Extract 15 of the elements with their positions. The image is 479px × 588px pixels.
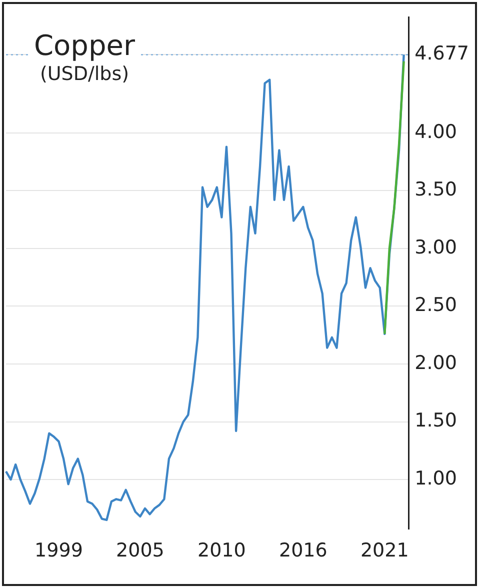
y-tick-label: 2.50	[414, 294, 457, 316]
y-tick-label: 4.677	[414, 42, 470, 65]
text: Copper	[34, 29, 135, 62]
x-tick-label: 2016	[278, 540, 328, 562]
x-tick-label: 2021	[360, 540, 409, 562]
y-tick-label: 2.00	[414, 352, 457, 374]
y-tick-label: 3.00	[414, 236, 457, 258]
y-tick-label: 1.00	[414, 467, 457, 490]
y-tick-label: 3.50	[414, 178, 457, 201]
y-tick-label: 1.50	[414, 410, 457, 432]
x-tick-label: 1999	[34, 540, 83, 562]
text: (USD/lbs)	[38, 62, 130, 86]
x-tick-label: 2005	[116, 540, 164, 562]
x-tick-label: 2010	[198, 540, 246, 562]
y-tick-label: 4.00	[414, 120, 457, 143]
